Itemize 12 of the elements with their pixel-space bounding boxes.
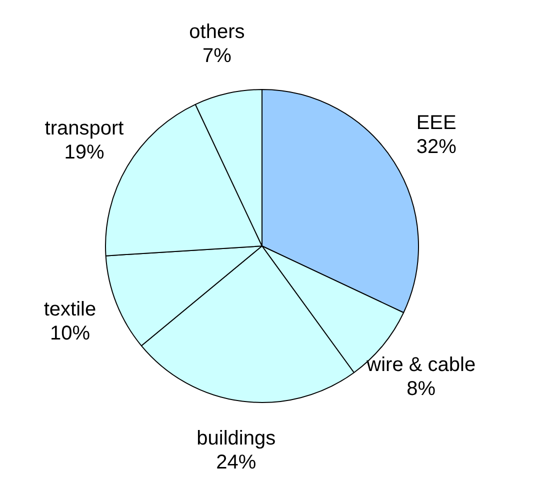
- data-label: 7%: [202, 44, 232, 67]
- slice-label: others: [189, 20, 245, 43]
- slice-label: transport: [44, 117, 124, 140]
- slice-label: wire & cable: [366, 354, 476, 376]
- data-label: 24%: [216, 451, 256, 474]
- slice-label: buildings: [196, 427, 276, 450]
- data-label: 19%: [64, 141, 104, 164]
- slice-label: textile: [44, 298, 96, 321]
- data-label: 10%: [50, 322, 90, 345]
- data-label: 32%: [416, 136, 457, 158]
- slice-label: EEE: [416, 112, 456, 134]
- data-label: 8%: [406, 378, 436, 400]
